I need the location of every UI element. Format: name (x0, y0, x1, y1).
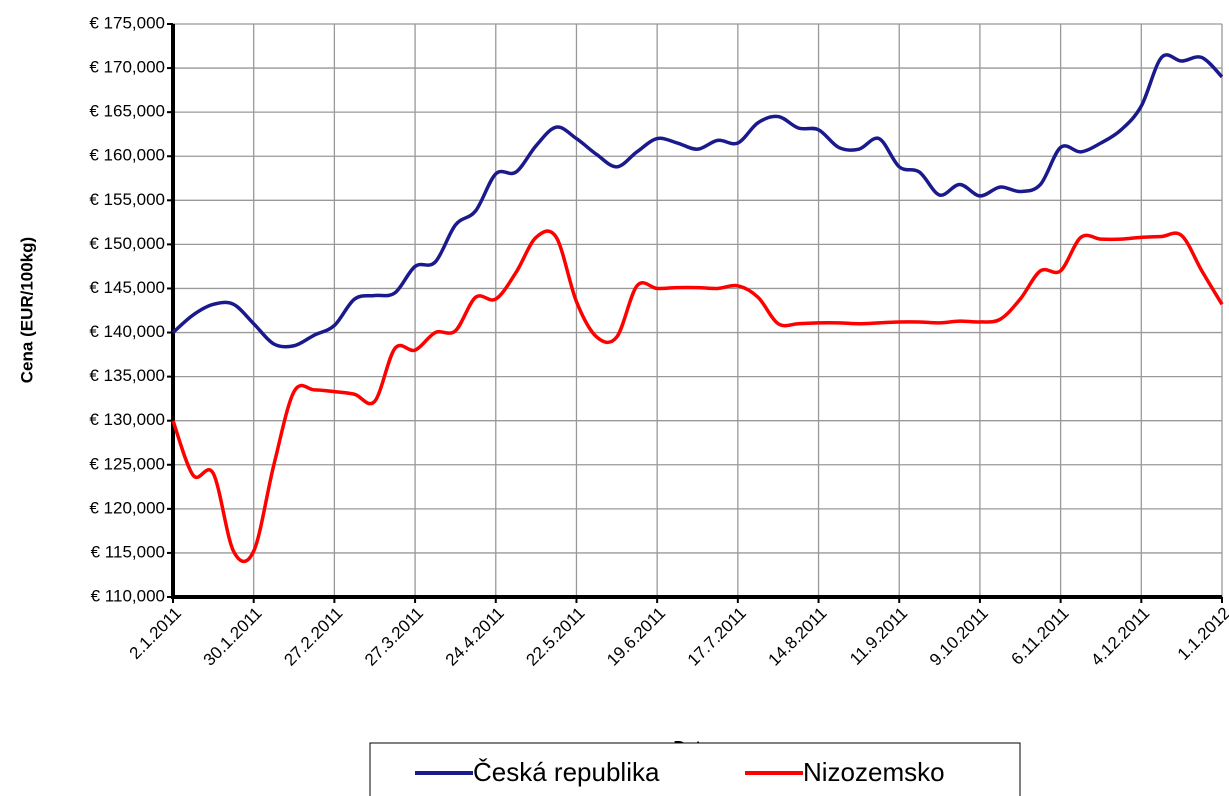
x-tick-label: 4.12.2011 (1087, 604, 1153, 670)
y-tick-label: € 170,000 (89, 58, 165, 77)
legend: Česká republika Nizozemsko (369, 742, 1021, 796)
x-tick-label: 24.4.2011 (442, 604, 508, 670)
y-tick-label: € 160,000 (89, 146, 165, 165)
y-tick-label: € 125,000 (89, 454, 165, 473)
series-line (171, 229, 1224, 564)
x-tick-label: 30.1.2011 (200, 604, 266, 670)
x-tick-label: 17.7.2011 (684, 604, 750, 670)
legend-box (369, 742, 1021, 796)
x-tick-label: 6.11.2011 (1007, 604, 1072, 669)
legend-label: Česká republika (473, 757, 660, 787)
y-tick-label: € 140,000 (89, 322, 165, 341)
y-tick-label: € 150,000 (89, 234, 165, 253)
y-axis-title: Cena (EUR/100kg) (17, 237, 36, 383)
x-tick-label: 9.10.2011 (926, 604, 992, 670)
y-tick-label: € 110,000 (91, 586, 165, 605)
y-tick-label: € 155,000 (89, 190, 165, 209)
x-tick-label: 14.8.2011 (765, 604, 831, 670)
x-tick-label: 27.3.2011 (361, 604, 427, 670)
y-tick-label: € 175,000 (89, 13, 165, 32)
y-tick-label: € 165,000 (89, 102, 165, 121)
x-tick-label: 11.9.2011 (846, 604, 911, 669)
x-tick-label: 2.1.2011 (126, 604, 185, 663)
y-tick-label: € 115,000 (91, 542, 165, 561)
series-line (171, 53, 1224, 349)
x-tick-label: 22.5.2011 (522, 604, 588, 670)
legend-label: Nizozemsko (803, 757, 945, 787)
y-tick-label: € 135,000 (89, 366, 165, 385)
y-tick-label: € 120,000 (89, 498, 165, 517)
y-tick-label: € 130,000 (89, 410, 165, 429)
y-tick-label: € 145,000 (89, 278, 165, 297)
x-tick-label: 1.1.2012 (1174, 604, 1229, 664)
x-tick-label: 19.6.2011 (603, 604, 669, 670)
x-tick-label: 27.2.2011 (280, 604, 346, 670)
